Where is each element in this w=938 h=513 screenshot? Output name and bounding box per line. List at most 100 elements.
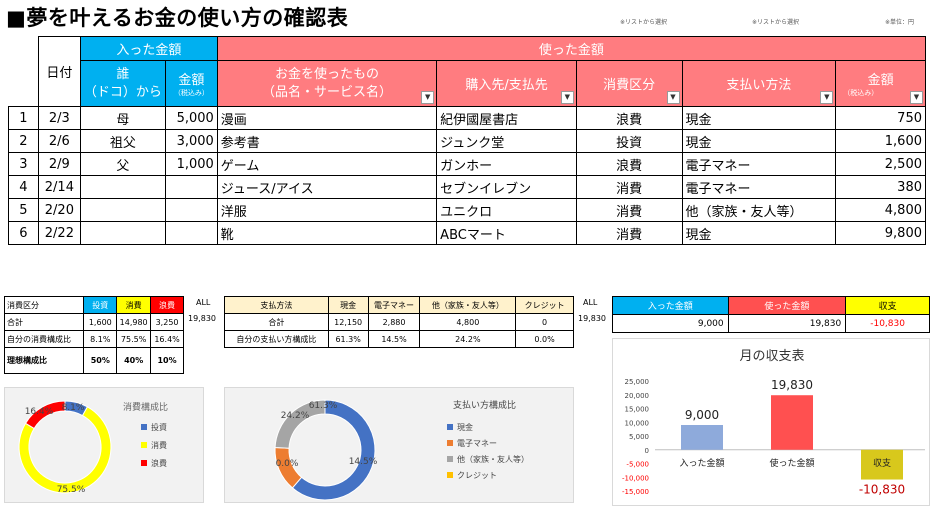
item-cell[interactable]: 参考書 — [216, 129, 438, 153]
method-cell[interactable]: 現金 — [681, 221, 837, 245]
payment-total-label: 合計 — [224, 313, 329, 331]
who-cell[interactable] — [79, 198, 166, 222]
income-amount-cell[interactable]: 3,000 — [164, 129, 218, 153]
donut-slice-0[interactable] — [291, 399, 376, 501]
shop-cell[interactable]: ABCマート — [436, 221, 577, 245]
category-cell[interactable]: 浪費 — [575, 152, 683, 176]
y-tick-label: 25,000 — [625, 378, 650, 386]
emoney-ratio: 14.5% — [367, 330, 421, 348]
money-usage-table: 日付 入った金額 使った金額 誰 （ドコ）から 金額 （税込み） お金を使ったも… — [8, 36, 927, 245]
expense-amount-cell[interactable]: 1,600 — [835, 129, 926, 153]
balance-income-value: 9,000 — [612, 314, 729, 333]
row-number: 6 — [8, 221, 39, 245]
item-cell[interactable]: 洋服 — [216, 198, 438, 222]
table-row: 1 2/3 母 5,000 漫画 紀伊國屋書店 浪費 現金 750 — [8, 106, 926, 130]
slice-label-2: 16.4% — [25, 407, 54, 417]
unit-note: ※単位：円 — [885, 19, 915, 26]
method-cell[interactable]: 電子マネー — [681, 175, 837, 199]
category-header[interactable]: 消費区分 ▼ — [575, 60, 683, 107]
bar-0[interactable] — [681, 425, 723, 450]
date-cell[interactable]: 2/6 — [37, 129, 81, 153]
income-amount-cell[interactable] — [164, 175, 218, 199]
filter-dropdown-icon[interactable]: ▼ — [560, 91, 574, 104]
shop-cell[interactable]: 紀伊國屋書店 — [436, 106, 577, 130]
method-cell[interactable]: 現金 — [681, 106, 837, 130]
category-cell[interactable]: 消費 — [575, 198, 683, 222]
income-amount-cell[interactable]: 1,000 — [164, 152, 218, 176]
filter-dropdown-icon[interactable]: ▼ — [820, 91, 834, 104]
category-cell[interactable]: 消費 — [575, 221, 683, 245]
bar-1[interactable] — [771, 395, 813, 450]
bar-value-label-1: 19,830 — [771, 378, 813, 392]
slice-label-1: 75.5% — [57, 485, 86, 495]
shop-cell[interactable]: ジュンク堂 — [436, 129, 577, 153]
item-cell[interactable]: ゲーム — [216, 152, 438, 176]
corner-cell — [8, 36, 39, 107]
waste-header: 浪費 — [150, 296, 184, 314]
bar-category-label-0: 入った金額 — [679, 457, 724, 469]
date-cell[interactable]: 2/20 — [37, 198, 81, 222]
y-tick-label: -5,000 — [626, 461, 649, 469]
item-header[interactable]: お金を使ったもの （品名・サービス名） ▼ — [216, 60, 438, 107]
y-tick-label: 20,000 — [625, 392, 650, 400]
method-cell[interactable]: 他（家族・友人等） — [681, 198, 837, 222]
donut-slice-2[interactable] — [24, 400, 66, 430]
payment-ratio-label: 自分の支払い方構成比 — [224, 330, 329, 348]
expense-amount-cell[interactable]: 2,500 — [835, 152, 926, 176]
consumption-chart[interactable]: 消費構成比 8.1% 75.5% 16.4% 投資 消費 浪費 — [4, 387, 204, 503]
expense-amount-cell[interactable]: 750 — [835, 106, 926, 130]
item-cell[interactable]: 漫画 — [216, 106, 438, 130]
balance-chart[interactable]: 月の収支表 25,000 20,000 15,000 10,000 5,000 0 -5,0… — [612, 338, 930, 506]
income-amount-cell[interactable] — [164, 198, 218, 222]
method-cell[interactable]: 現金 — [681, 129, 837, 153]
balance-summary-table: 入った金額 使った金額 収支 9,000 19,830 -10,830 — [612, 296, 930, 333]
consumption-all-total: 19,830 — [188, 314, 216, 323]
filter-dropdown-icon[interactable]: ▼ — [666, 91, 680, 104]
shop-cell[interactable]: ガンホー — [436, 152, 577, 176]
income-amount-cell[interactable] — [164, 221, 218, 245]
filter-dropdown-icon[interactable]: ▼ — [910, 91, 923, 104]
who-cell[interactable]: 母 — [79, 106, 166, 130]
income-tax-note: （税込み） — [173, 89, 209, 97]
page-title: ■夢を叶えるお金の使い方の確認表 — [6, 6, 349, 30]
who-cell[interactable] — [79, 221, 166, 245]
date-cell[interactable]: 2/9 — [37, 152, 81, 176]
expense-amount-cell[interactable]: 380 — [835, 175, 926, 199]
category-header-label: 消費区分 — [603, 78, 656, 93]
payment-chart[interactable]: 支払い方構成比 61.3% 14.5% 24.2% 0.0% 現金 電子マネー 他（家族・… — [224, 387, 574, 503]
date-cell[interactable]: 2/3 — [37, 106, 81, 130]
income-amount-cell[interactable]: 5,000 — [164, 106, 218, 130]
date-cell[interactable]: 2/22 — [37, 221, 81, 245]
total-label: 合計 — [3, 313, 85, 331]
method-cell[interactable]: 電子マネー — [681, 152, 837, 176]
legend-swatch-2 — [447, 456, 453, 462]
date-cell[interactable]: 2/14 — [37, 175, 81, 199]
who-cell[interactable]: 祖父 — [79, 129, 166, 153]
expense-amount-cell[interactable]: 4,800 — [835, 198, 926, 222]
consume-ideal: 40% — [116, 347, 152, 374]
expense-header: 使った金額 — [216, 36, 927, 61]
date-header: 日付 — [37, 36, 81, 107]
filter-dropdown-icon[interactable]: ▼ — [421, 91, 435, 104]
slice-label-0: 8.1% — [62, 403, 85, 413]
bar-2[interactable] — [861, 449, 903, 480]
item-cell[interactable]: ジュース/アイス — [216, 175, 438, 199]
shop-header[interactable]: 購入先/支払先 ▼ — [436, 60, 577, 107]
shop-cell[interactable]: ユニクロ — [436, 198, 577, 222]
expense-amount-header[interactable]: 金額 （税込み） ▼ — [835, 60, 926, 107]
category-cell[interactable]: 浪費 — [575, 106, 683, 130]
who-cell[interactable] — [79, 175, 166, 199]
category-cell[interactable]: 投資 — [575, 129, 683, 153]
invest-ideal: 50% — [83, 347, 118, 374]
shop-cell[interactable]: セブンイレブン — [436, 175, 577, 199]
expense-amount-cell[interactable]: 9,800 — [835, 221, 926, 245]
bar-value-label-2: -10,830 — [859, 483, 905, 497]
row-number: 2 — [8, 129, 39, 153]
donut-slice-2[interactable] — [274, 399, 326, 449]
who-cell[interactable]: 父 — [79, 152, 166, 176]
expense-tax-note: （税込み） — [843, 89, 879, 97]
item-cell[interactable]: 靴 — [216, 221, 438, 245]
category-cell[interactable]: 消費 — [575, 175, 683, 199]
method-header[interactable]: 支払い方法 ▼ — [681, 60, 837, 107]
